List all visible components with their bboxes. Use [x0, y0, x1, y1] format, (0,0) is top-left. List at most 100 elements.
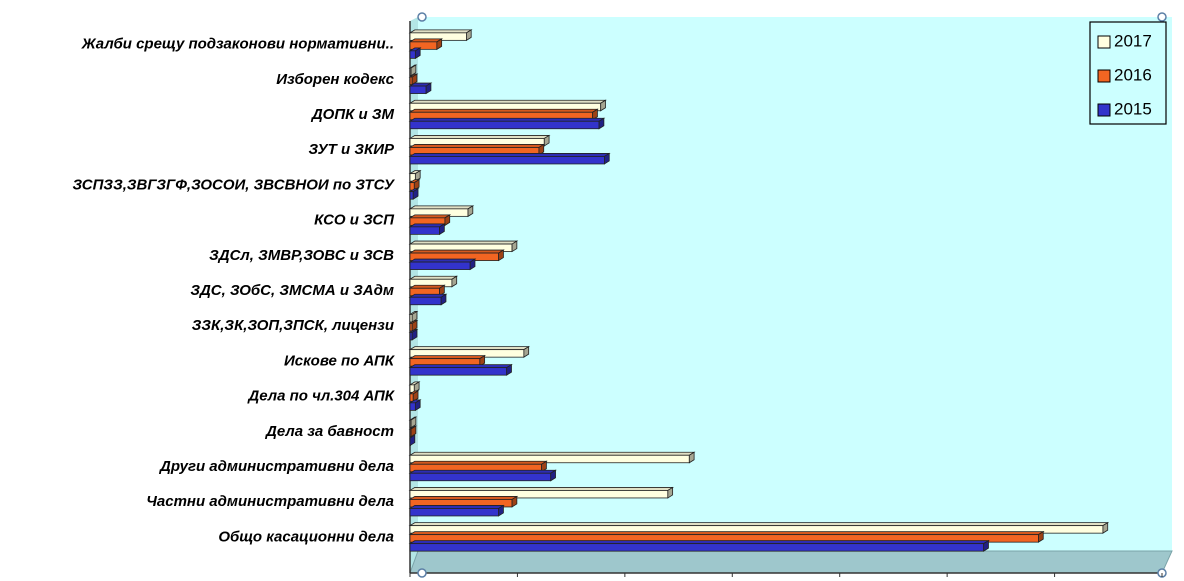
bar-end-face: [411, 310, 418, 323]
bar-end-face: [412, 390, 419, 403]
bar-top-face: [408, 214, 452, 219]
category-label: Дела по чл.304 АПК: [246, 388, 395, 405]
bar-2017: [408, 134, 551, 147]
bar-2015: [408, 258, 477, 271]
bar-top-face: [408, 540, 990, 545]
bar-top-face: [408, 205, 475, 210]
bar-end-face: [511, 240, 518, 253]
selection-handle: [417, 12, 427, 22]
bar-front-face: [409, 120, 600, 130]
bar-front-face: [409, 191, 414, 200]
bar-top-face: [408, 223, 446, 228]
x-tick-label: 1400: [1146, 578, 1177, 581]
category-label: ЗДС, ЗОбС, ЗМСМА и ЗАдм: [190, 282, 394, 299]
bar-top-face: [408, 108, 599, 113]
bar-end-face: [604, 152, 610, 165]
bar-front-face: [409, 85, 427, 94]
bar-top-face: [408, 522, 1110, 527]
bar-end-face: [498, 504, 504, 517]
bar-end-face: [498, 249, 504, 262]
bar-2015: [408, 363, 513, 376]
category-label: ЗСПЗЗ,ЗВГЗГФ,ЗОСОИ, ЗВСВНОИ по ЗТСУ: [73, 176, 396, 193]
bar-top-face: [408, 258, 477, 263]
category-label: ЗУТ и ЗКИР: [308, 141, 395, 158]
bar-2017: [408, 381, 421, 394]
legend-label-2015: 2015: [1114, 99, 1152, 118]
bar-end-face: [543, 134, 550, 147]
bar-2015: [408, 399, 422, 412]
x-tick-label: 1200: [1039, 578, 1070, 581]
bar-end-face: [439, 284, 445, 297]
bar-end-face: [541, 460, 547, 473]
bar-front-face: [409, 226, 440, 235]
bar-end-face: [1102, 521, 1109, 534]
bar-end-face: [410, 416, 417, 429]
x-tick-label: 600: [721, 578, 745, 581]
plot-floor: [409, 550, 1173, 574]
bar-end-face: [411, 328, 418, 341]
bar-2015: [408, 47, 422, 60]
bar-2015: [408, 117, 606, 130]
bar-end-face: [467, 205, 474, 218]
bar-2017: [408, 416, 418, 429]
bar-2015: [408, 293, 448, 306]
bar-end-face: [440, 293, 447, 306]
bar-top-face: [408, 460, 548, 465]
bar-end-face: [550, 469, 556, 482]
x-tick-label: 200: [505, 578, 530, 581]
bar-front-face: [409, 296, 442, 306]
category-label: ЗДСл, ЗМВР,ЗОВС и ЗСВ: [209, 247, 394, 264]
bar-front-face: [409, 402, 416, 411]
bar-2017: [408, 486, 675, 499]
bar-top-face: [408, 249, 505, 254]
bar-end-face: [688, 451, 695, 464]
bar-2017: [408, 240, 519, 253]
bar-front-face: [409, 508, 500, 517]
legend-swatch-2015: [1097, 103, 1111, 117]
bar-top-face: [408, 531, 1045, 536]
bar-2016: [408, 214, 452, 227]
bar-2015: [408, 187, 420, 200]
bar-top-face: [408, 29, 473, 34]
bar-end-face: [600, 99, 606, 112]
bar-end-face: [667, 486, 674, 499]
bar-top-face: [408, 496, 519, 500]
x-tick-label: 0: [406, 578, 414, 581]
bar-front-face: [409, 261, 471, 270]
category-label: ДОПК и ЗМ: [310, 106, 395, 123]
bar-2017: [408, 345, 531, 358]
bar-end-face: [413, 178, 420, 191]
bar-top-face: [408, 487, 675, 491]
bar-2016: [408, 38, 444, 51]
bar-end-face: [414, 47, 421, 60]
bar-top-face: [408, 451, 696, 456]
bar-top-face: [408, 153, 611, 157]
bar-2017: [408, 64, 418, 77]
bar-2015: [409, 434, 416, 447]
bar-top-face: [408, 469, 557, 474]
bar-end-face: [412, 187, 419, 200]
bar-front-face: [409, 156, 605, 165]
category-label: Изборен кодекс: [276, 71, 394, 88]
bar-end-face: [439, 223, 445, 236]
legend-swatch-2016: [1097, 69, 1111, 83]
bar-2016: [408, 390, 420, 403]
bar-end-face: [410, 425, 417, 438]
bar-end-face: [983, 539, 989, 552]
selection-handle: [1157, 12, 1167, 22]
category-label: ЗЗК,ЗК,ЗОП,ЗПСК, лицензи: [192, 317, 394, 334]
bar-2017: [408, 310, 419, 323]
bar-end-face: [414, 169, 421, 182]
bar-end-face: [409, 434, 416, 447]
bar-top-face: [408, 355, 487, 360]
category-label: Дела за бавност: [264, 423, 394, 440]
bar-top-face: [408, 293, 448, 298]
bar-top-face: [408, 117, 606, 122]
legend-label-2017: 2017: [1114, 31, 1152, 50]
bar-end-face: [598, 117, 605, 130]
bar-2017: [408, 169, 422, 182]
bar-end-face: [411, 73, 418, 86]
category-labels: Жалби срещу подзаконови нормативни.. Избо…: [73, 36, 396, 546]
bar-end-face: [444, 214, 451, 227]
